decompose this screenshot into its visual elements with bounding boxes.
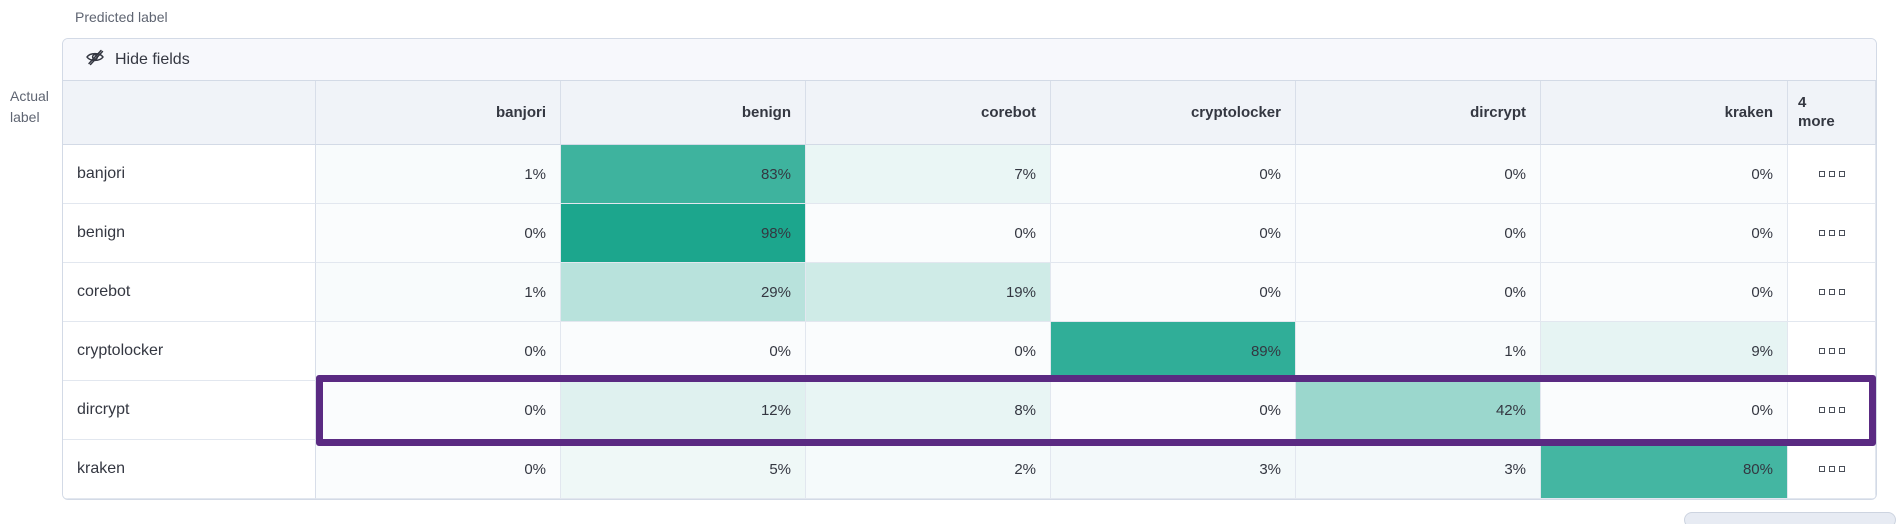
boxes-horizontal-icon[interactable] (1788, 263, 1876, 322)
column-header[interactable]: cryptolocker (1051, 81, 1296, 145)
row-label[interactable]: dircrypt (63, 381, 316, 440)
heatmap-cell[interactable]: 80% (1541, 440, 1788, 499)
actual-axis-label: Actual label (10, 88, 49, 125)
heatmap-cell[interactable]: 0% (1296, 263, 1541, 322)
boxes-horizontal-icon[interactable] (1788, 145, 1876, 204)
heatmap-cell[interactable]: 42% (1296, 381, 1541, 440)
predicted-axis-label: Predicted label (75, 9, 168, 25)
horizontal-scrollbar-thumb[interactable] (1684, 512, 1896, 524)
heatmap-cell[interactable]: 83% (561, 145, 806, 204)
heatmap-cell[interactable]: 0% (1051, 381, 1296, 440)
boxes-horizontal-icon[interactable] (1788, 322, 1876, 381)
boxes-horizontal-icon[interactable] (1788, 204, 1876, 263)
column-header[interactable]: dircrypt (1296, 81, 1541, 145)
heatmap-cell[interactable]: 0% (1051, 145, 1296, 204)
collapsed-columns-header[interactable]: 4 more (1788, 81, 1876, 145)
heatmap-cell[interactable]: 0% (806, 204, 1051, 263)
heatmap-cell[interactable]: 0% (1541, 263, 1788, 322)
boxes-horizontal-icon[interactable] (1788, 440, 1876, 499)
column-header[interactable]: kraken (1541, 81, 1788, 145)
row-label[interactable]: banjori (63, 145, 316, 204)
hide-fields-label: Hide fields (115, 50, 190, 68)
heatmap-cell[interactable]: 0% (1296, 204, 1541, 263)
hide-fields-button[interactable]: Hide fields (85, 47, 190, 72)
heatmap-cell[interactable]: 19% (806, 263, 1051, 322)
boxes-horizontal-icon[interactable] (1788, 381, 1876, 440)
row-label[interactable]: kraken (63, 440, 316, 499)
heatmap-cell[interactable]: 0% (1541, 145, 1788, 204)
row-label[interactable]: benign (63, 204, 316, 263)
heatmap-cell[interactable]: 0% (561, 322, 806, 381)
heatmap-cell[interactable]: 0% (1051, 204, 1296, 263)
heatmap-cell[interactable]: 3% (1051, 440, 1296, 499)
heatmap-cell[interactable]: 3% (1296, 440, 1541, 499)
heatmap-cell[interactable]: 0% (316, 322, 561, 381)
heatmap-cell[interactable]: 12% (561, 381, 806, 440)
heatmap-cell[interactable]: 0% (316, 381, 561, 440)
heatmap-cell[interactable]: 0% (1541, 204, 1788, 263)
column-header[interactable]: banjori (316, 81, 561, 145)
heatmap-cell[interactable]: 0% (806, 322, 1051, 381)
heatmap-cell[interactable]: 89% (1051, 322, 1296, 381)
header-corner-cell (63, 81, 316, 145)
row-label[interactable]: corebot (63, 263, 316, 322)
confusion-matrix-grid: banjori benign corebot cryptolocker dirc… (63, 81, 1876, 499)
heatmap-cell[interactable]: 7% (806, 145, 1051, 204)
heatmap-cell[interactable]: 0% (1296, 145, 1541, 204)
row-label[interactable]: cryptolocker (63, 322, 316, 381)
heatmap-cell[interactable]: 0% (1541, 381, 1788, 440)
confusion-matrix-panel: Hide fields banjori benign corebot crypt… (62, 38, 1877, 500)
heatmap-cell[interactable]: 98% (561, 204, 806, 263)
heatmap-cell[interactable]: 0% (1051, 263, 1296, 322)
heatmap-cell[interactable]: 1% (316, 263, 561, 322)
heatmap-cell[interactable]: 8% (806, 381, 1051, 440)
heatmap-cell[interactable]: 0% (316, 440, 561, 499)
heatmap-cell[interactable]: 0% (316, 204, 561, 263)
heatmap-cell[interactable]: 1% (1296, 322, 1541, 381)
heatmap-cell[interactable]: 5% (561, 440, 806, 499)
column-header[interactable]: corebot (806, 81, 1051, 145)
heatmap-cell[interactable]: 9% (1541, 322, 1788, 381)
heatmap-cell[interactable]: 1% (316, 145, 561, 204)
column-header[interactable]: benign (561, 81, 806, 145)
eye-closed-icon (85, 47, 105, 72)
grid-toolbar: Hide fields (63, 39, 1876, 81)
heatmap-cell[interactable]: 2% (806, 440, 1051, 499)
heatmap-cell[interactable]: 29% (561, 263, 806, 322)
